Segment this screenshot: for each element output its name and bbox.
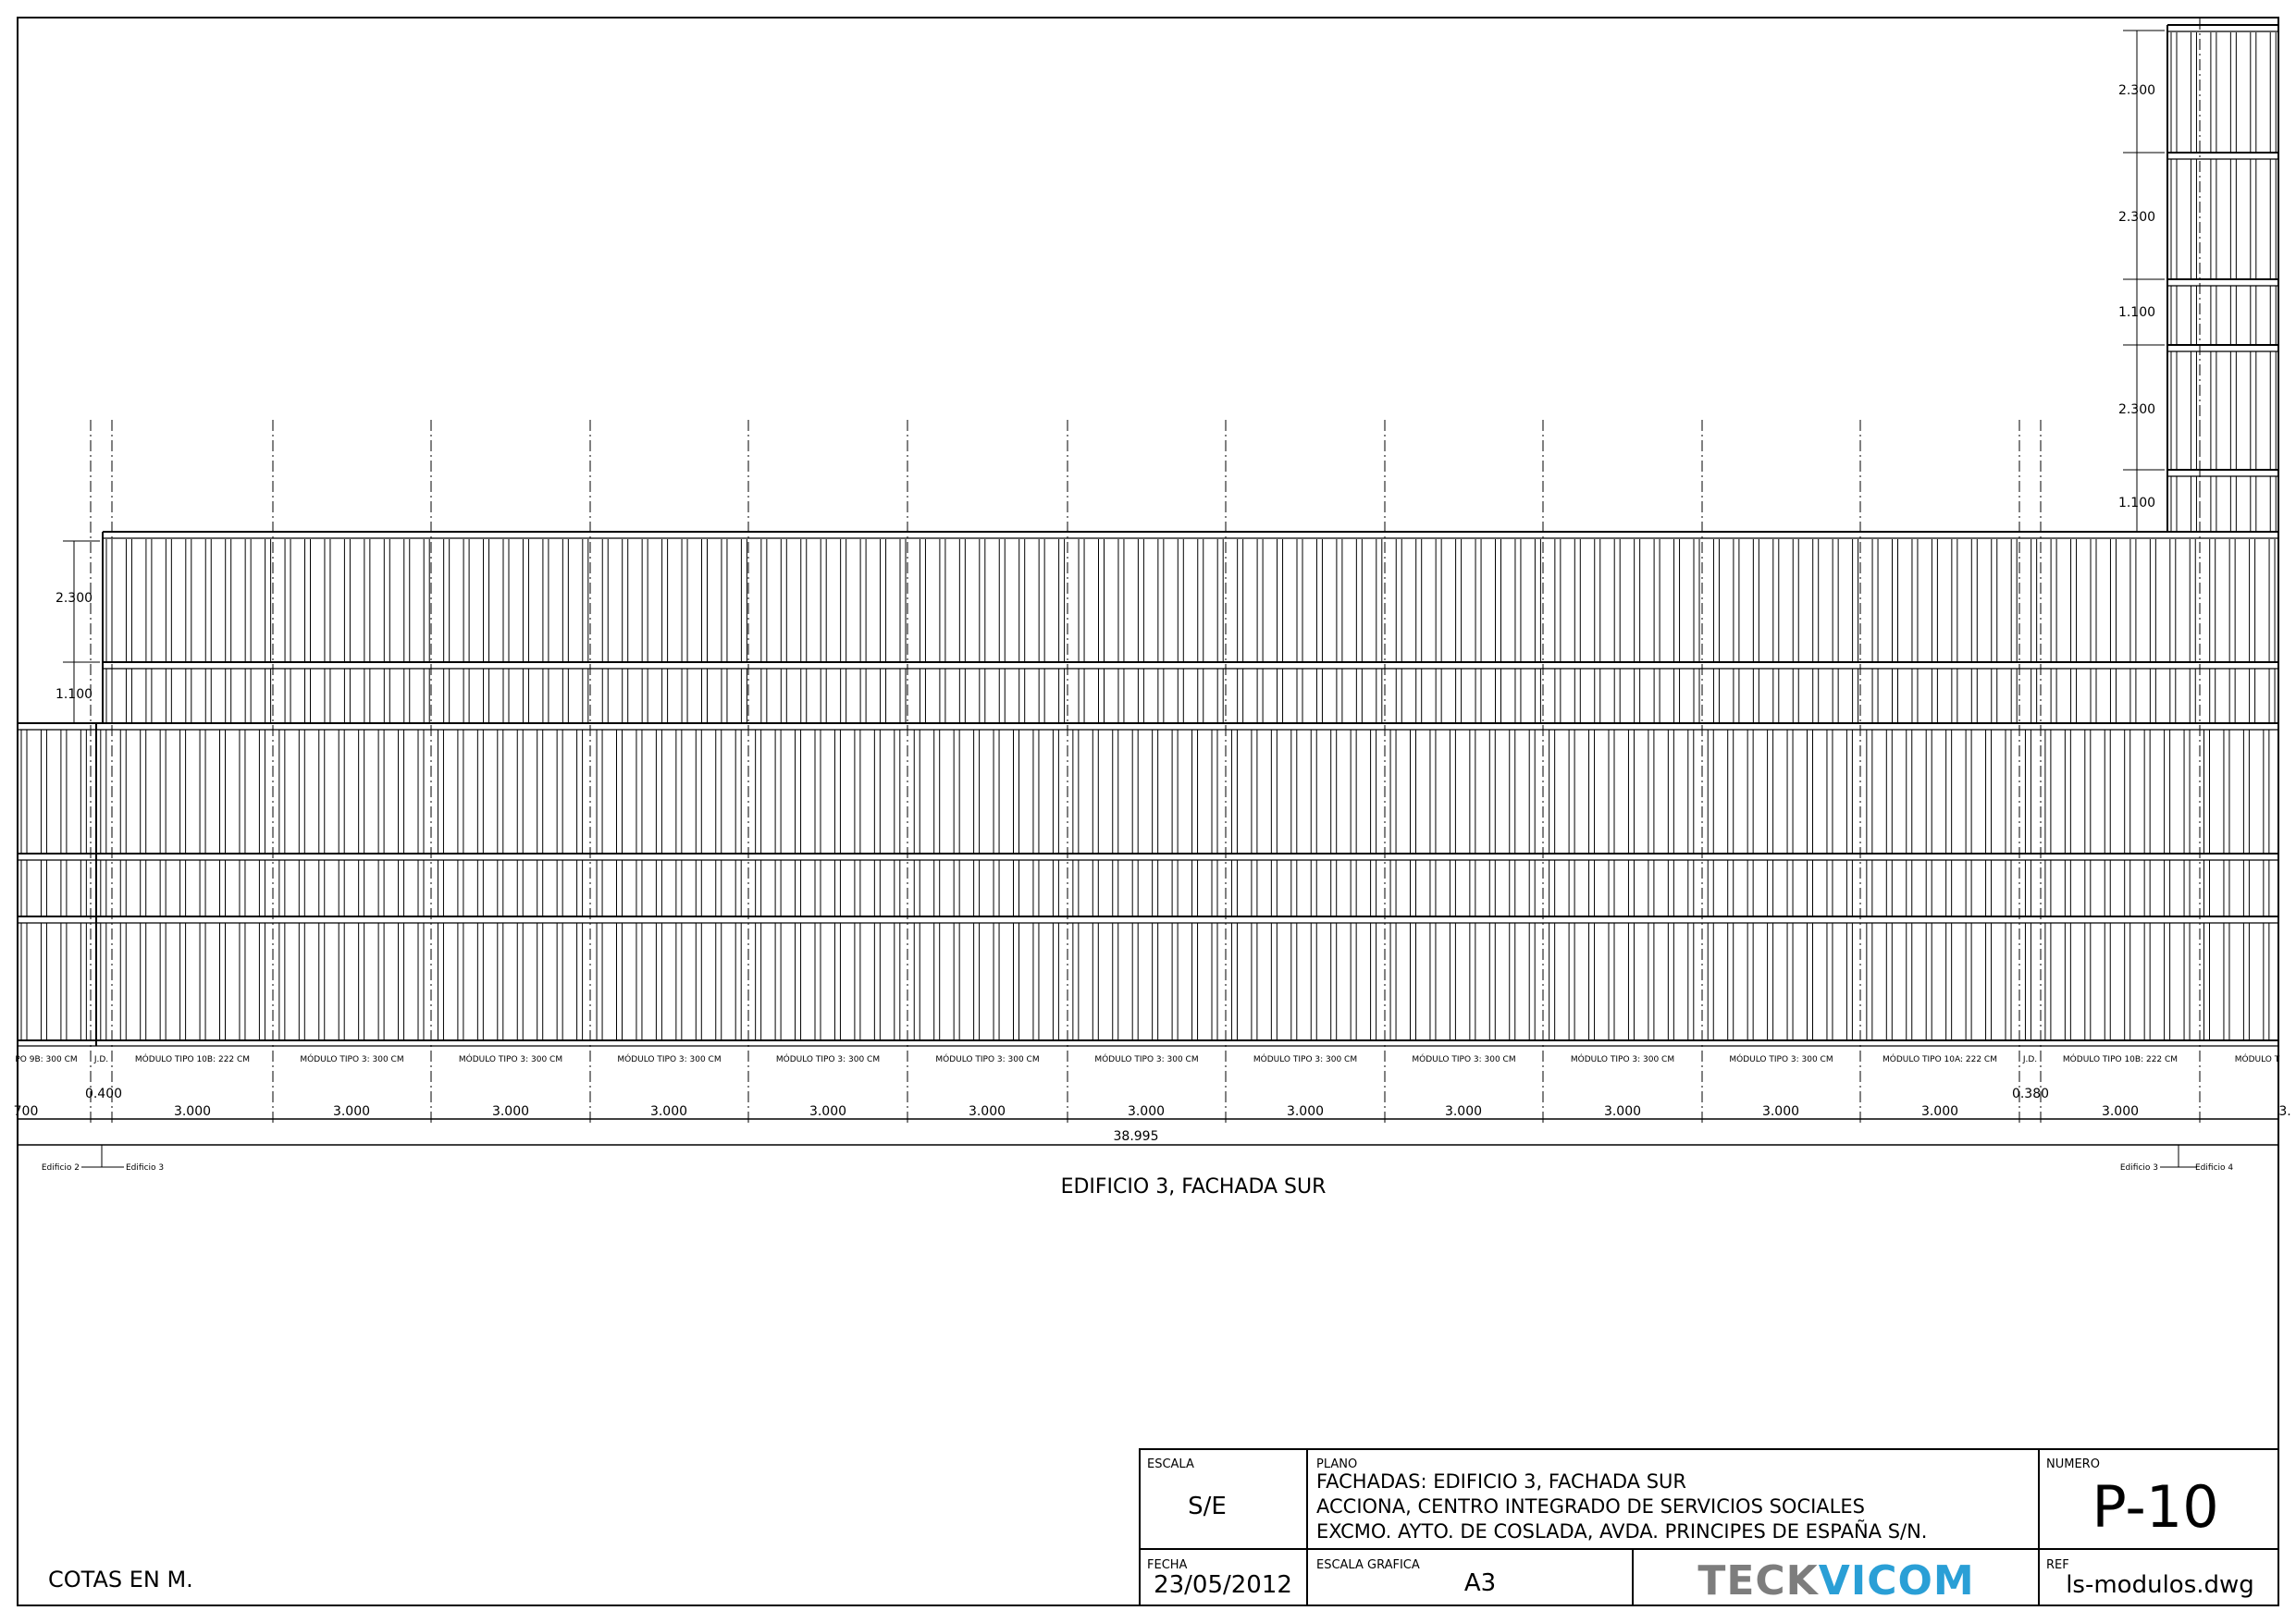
module-label: MÓDULO TIPO 3: 300 CM (1253, 1053, 1357, 1064)
module-dimension: 3.000 (1921, 1104, 1958, 1119)
module-label: MÓDULO TIPO 3: 300 CM (1094, 1053, 1198, 1064)
escala-grafica-value: A3 (1464, 1569, 1496, 1597)
module-label: MÓDULO TIPO 10B: 222 CM (135, 1053, 250, 1064)
left-height-dim-1: 2.300 (56, 591, 93, 606)
module-dimension: 3. (2278, 1104, 2290, 1119)
module-dimension: 3.000 (1762, 1104, 1799, 1119)
logo-part-1: TECK (1697, 1557, 1819, 1605)
tower-height-dim-4: 2.300 (2118, 402, 2155, 417)
module-label: PO 9B: 300 CM (15, 1055, 77, 1064)
ref-value: ls-modulos.dwg (2066, 1571, 2254, 1599)
marker-left-from: Edificio 2 (42, 1163, 80, 1173)
joint-left-dim: 0.400 (85, 1087, 122, 1101)
ref-label: REF (2046, 1558, 2069, 1572)
module-label: J.D. (2022, 1055, 2037, 1064)
module-label: MÓDULO TIPO 3: 300 CM (459, 1053, 562, 1064)
plano-line-3: EXCMO. AYTO. DE COSLADA, AVDA. PRINCIPES… (1316, 1518, 1928, 1543)
plano-label: PLANO (1316, 1457, 1357, 1471)
module-dimension: 3.000 (1287, 1104, 1324, 1119)
module-dimension: 3.000 (1128, 1104, 1165, 1119)
marker-right-to: Edificio 4 (2195, 1163, 2233, 1173)
module-label: MÓDULO TIPO 3: 300 CM (1571, 1053, 1674, 1064)
plano-line-1: FACHADAS: EDIFICIO 3, FACHADA SUR (1316, 1470, 1686, 1493)
plano-line-2: ACCIONA, CENTRO INTEGRADO DE SERVICIOS S… (1316, 1495, 1865, 1518)
module-label: MÓDULO TIPO 10A: 222 CM (1882, 1053, 1997, 1064)
sheet-frame (17, 17, 2279, 1606)
numero-label: NUMERO (2046, 1457, 2100, 1471)
module-dimension: 3.000 (650, 1104, 687, 1119)
tower-height-dim-2: 2.300 (2118, 210, 2155, 225)
module-label: MÓDULO TIPO 10B: 222 CM (2063, 1053, 2178, 1064)
units-note: COTAS EN M. (48, 1567, 193, 1592)
facade-elevation (18, 18, 2278, 1168)
joint-right-dim: 0.380 (2012, 1087, 2049, 1101)
module-dimension: 700 (14, 1104, 39, 1119)
module-label: J.D. (93, 1055, 108, 1064)
module-label: MÓDULO TIPO 3: 300 CM (300, 1053, 403, 1064)
module-label: MÓDULO TIPO 3: 300 CM (1729, 1053, 1833, 1064)
tower-height-dim-5: 1.100 (2118, 496, 2155, 510)
escala-label: ESCALA (1147, 1457, 1194, 1471)
module-dimension: 3.000 (809, 1104, 846, 1119)
module-dimension: 3.000 (492, 1104, 529, 1119)
escala-grafica-label: ESCALA GRAFICA (1316, 1558, 1420, 1572)
total-length-dim: 38.995 (1114, 1129, 1159, 1144)
logo-part-2: VICOM (1819, 1557, 1975, 1605)
left-height-dim-2: 1.100 (56, 687, 93, 702)
escala-value: S/E (1188, 1493, 1227, 1520)
fecha-label: FECHA (1147, 1558, 1188, 1572)
module-dimension: 3.000 (333, 1104, 370, 1119)
dimension-labels: PO 9B: 300 CM J.D. MÓDULO TIPO 10B: 222 CM… (14, 1053, 2291, 1119)
module-dimension: 3.000 (1604, 1104, 1641, 1119)
module-label: MÓDULO TIPO 3: 300 CM (617, 1053, 721, 1064)
title-block (1139, 1448, 2279, 1606)
module-dimension: 3.000 (1445, 1104, 1482, 1119)
numero-value: P-10 (2092, 1473, 2218, 1541)
marker-left-to: Edificio 3 (126, 1163, 164, 1173)
drawing-title: EDIFICIO 3, FACHADA SUR (1061, 1175, 1327, 1199)
company-logo: TECKVICOM (1697, 1557, 1974, 1605)
module-dimension: 3.000 (174, 1104, 211, 1119)
marker-right-from: Edificio 3 (2120, 1163, 2158, 1173)
module-label: MÓDULO TIPO 3: 300 CM (935, 1053, 1039, 1064)
tower-height-dim-1: 2.300 (2118, 83, 2155, 98)
fecha-value: 23/05/2012 (1154, 1571, 1292, 1599)
module-label: MÓDULO TIPO 3: 300 CM (776, 1053, 880, 1064)
module-label: MÓDULO TIPO 3: 300 CM (1412, 1053, 1515, 1064)
module-dimension: 3.000 (2102, 1104, 2139, 1119)
module-label: MÓDULO T (2235, 1053, 2280, 1064)
module-dimension: 3.000 (969, 1104, 1006, 1119)
tower-height-dim-3: 1.100 (2118, 305, 2155, 320)
